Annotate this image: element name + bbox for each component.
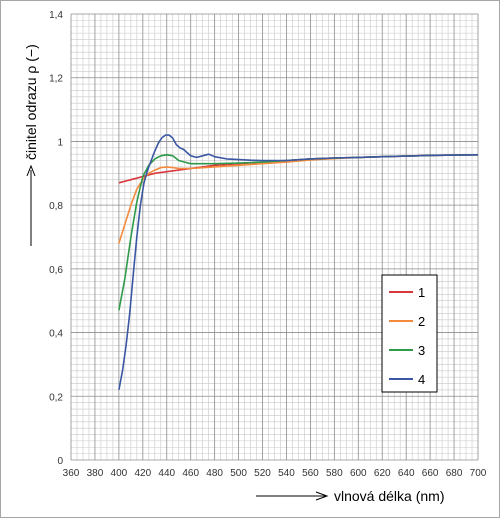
x-tick-label: 420 <box>134 468 151 479</box>
series-lines <box>118 134 479 391</box>
y-tick-label: 1,4 <box>49 10 63 21</box>
x-tick-label: 600 <box>350 468 367 479</box>
y-tick-label: 0,6 <box>49 265 63 276</box>
minor-grid <box>71 14 478 460</box>
legend-label-2: 2 <box>418 314 425 329</box>
legend-label-3: 3 <box>418 343 425 358</box>
x-tick-label: 500 <box>230 468 247 479</box>
legend-label-4: 4 <box>418 372 425 387</box>
x-tick-label: 460 <box>182 468 199 479</box>
y-tick-label: 1 <box>57 137 63 148</box>
x-tick-label: 560 <box>302 468 319 479</box>
y-tick-label: 0,4 <box>49 329 63 340</box>
x-tick-label: 520 <box>254 468 271 479</box>
x-tick-labels: 360 380 400 420 440 460 480 500 520 540 560 580 600 6… <box>63 468 487 479</box>
x-tick-label: 440 <box>158 468 175 479</box>
x-tick-label: 620 <box>374 468 391 479</box>
y-axis-arrow-head <box>26 164 36 177</box>
x-axis-arrow-head <box>315 491 329 501</box>
x-tick-label: 380 <box>87 468 104 479</box>
x-tick-label: 540 <box>278 468 295 479</box>
y-tick-label: 0 <box>57 456 63 467</box>
x-tick-label: 700 <box>470 468 487 479</box>
x-tick-label: 360 <box>63 468 80 479</box>
y-axis-title: činitel odrazu ρ (−) <box>23 44 39 160</box>
y-tick-label: 0,2 <box>49 392 63 403</box>
x-tick-label: 680 <box>446 468 463 479</box>
x-tick-label: 660 <box>422 468 439 479</box>
x-axis-title-group: vlnová délka (nm) <box>256 488 445 504</box>
legend-box <box>381 274 438 393</box>
y-tick-label: 1,2 <box>49 74 63 85</box>
y-tick-label: 0,8 <box>49 201 63 212</box>
x-tick-label: 400 <box>111 468 128 479</box>
x-tick-label: 480 <box>206 468 223 479</box>
legend: 1 2 3 4 <box>381 274 438 393</box>
x-axis-title: vlnová délka (nm) <box>334 488 445 504</box>
y-axis-title-group: činitel odrazu ρ (−) <box>23 44 39 246</box>
major-grid <box>70 13 479 461</box>
legend-label-1: 1 <box>418 285 425 300</box>
x-tick-label: 640 <box>398 468 415 479</box>
series-line-4 <box>118 134 479 391</box>
y-tick-labels: 0 0,2 0,4 0,6 0,8 1 1,2 1,4 <box>49 10 63 467</box>
x-tick-label: 580 <box>326 468 343 479</box>
